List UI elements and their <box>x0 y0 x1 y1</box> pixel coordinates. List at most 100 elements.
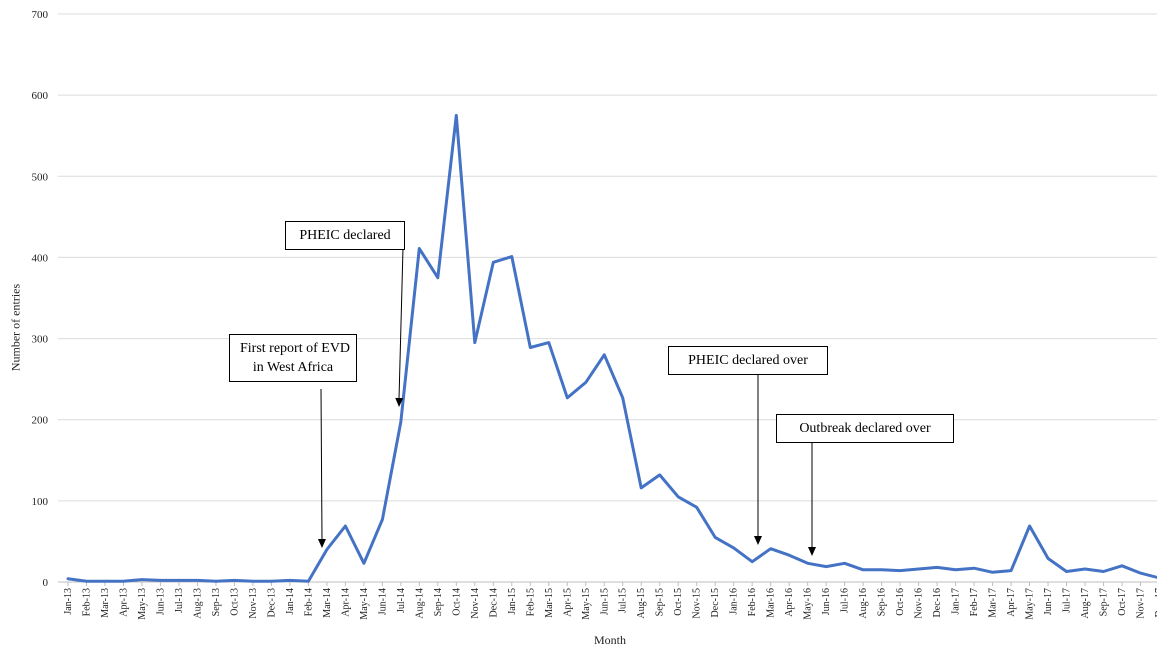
x-tick-label: May-17 <box>1025 588 1036 620</box>
data-point <box>621 396 624 399</box>
x-tick-label: Aug-15 <box>636 588 647 619</box>
annotation-first-report: First report of EVD in West Africa <box>229 334 357 382</box>
x-tick-label: Jul-13 <box>174 588 185 613</box>
annotation-arrow-head <box>754 536 762 545</box>
data-point <box>584 381 587 384</box>
data-point <box>122 580 125 583</box>
data-point <box>325 548 328 551</box>
x-tick-label: Jul-14 <box>396 588 407 613</box>
data-point <box>825 565 828 568</box>
x-tick-label: Mar-16 <box>766 588 777 618</box>
data-point <box>732 546 735 549</box>
data-point <box>751 560 754 563</box>
y-tick-label: 400 <box>32 252 49 264</box>
data-point <box>492 261 495 264</box>
y-tick-label: 100 <box>32 496 49 508</box>
data-point <box>140 578 143 581</box>
y-tick-label: 500 <box>32 171 49 183</box>
x-tick-label: Feb-14 <box>303 588 314 616</box>
data-point <box>1028 525 1031 528</box>
data-point <box>547 341 550 344</box>
data-point <box>973 567 976 570</box>
x-tick-label: Jan-13 <box>63 588 74 615</box>
y-tick-label: 700 <box>32 9 49 21</box>
data-point <box>177 579 180 582</box>
x-tick-label: Sep-16 <box>877 588 888 616</box>
x-tick-label: May-16 <box>803 588 814 620</box>
data-point <box>67 577 70 580</box>
x-axis-title: Month <box>560 633 660 648</box>
x-tick-label: Apr-16 <box>784 588 795 617</box>
data-point <box>603 353 606 356</box>
annotation-pheic-declared-line-1: PHEIC declared <box>296 226 394 245</box>
x-tick-label: Dec-15 <box>710 588 721 617</box>
data-point <box>566 396 569 399</box>
data-point <box>85 580 88 583</box>
data-point <box>455 114 458 117</box>
data-point <box>1102 570 1105 573</box>
x-tick-label: Jun-15 <box>599 588 610 615</box>
data-point <box>510 255 513 258</box>
annotation-first-report-line-2: in West Africa <box>240 358 346 377</box>
x-tick-label: Feb-15 <box>525 588 536 616</box>
y-axis-title: Number of entries <box>9 278 24 378</box>
data-point <box>399 421 402 424</box>
x-tick-label: Dec-16 <box>932 588 943 617</box>
x-tick-label: Feb-16 <box>747 588 758 616</box>
x-tick-label: Mar-17 <box>988 588 999 618</box>
x-tick-label: Apr-15 <box>562 588 573 617</box>
data-point <box>788 554 791 557</box>
x-tick-label: Aug-17 <box>1080 588 1091 619</box>
data-point <box>103 580 106 583</box>
data-point <box>251 580 254 583</box>
data-point <box>214 580 217 583</box>
x-tick-label: Jan-17 <box>951 588 962 615</box>
x-tick-label: Oct-17 <box>1117 588 1128 616</box>
x-tick-label: Jan-14 <box>285 588 296 615</box>
x-tick-label: Dec-13 <box>266 588 277 617</box>
data-point <box>307 580 310 583</box>
x-tick-label: Mar-15 <box>544 588 555 618</box>
annotation-outbreak-over: Outbreak declared over <box>776 414 954 443</box>
data-point <box>695 506 698 509</box>
x-tick-label: Nov-17 <box>1136 588 1147 619</box>
y-tick-label: 0 <box>43 577 49 589</box>
data-point <box>917 568 920 571</box>
x-tick-label: Jul-16 <box>840 588 851 613</box>
x-tick-label: Sep-17 <box>1099 588 1110 616</box>
data-point <box>954 568 957 571</box>
data-point <box>862 568 865 571</box>
annotation-outbreak-over-line-1: Outbreak declared over <box>787 419 943 438</box>
y-tick-label: 300 <box>32 334 49 346</box>
data-point <box>1047 557 1050 560</box>
y-tick-label: 200 <box>32 415 49 427</box>
gridlines <box>58 14 1157 582</box>
x-tick-label: Jan-16 <box>729 588 740 615</box>
x-tick-label: Jun-13 <box>155 588 166 615</box>
data-point <box>843 562 846 565</box>
x-tick-label: Jan-15 <box>507 588 518 615</box>
data-point <box>344 525 347 528</box>
x-tick-label: Apr-14 <box>340 588 351 617</box>
data-point <box>991 571 994 574</box>
x-tick-label: Aug-16 <box>858 588 869 619</box>
x-tick-label: Jun-17 <box>1043 588 1054 615</box>
x-tick-label: Feb-17 <box>969 588 980 616</box>
x-tick-label: Mar-14 <box>322 588 333 618</box>
data-point <box>436 276 439 279</box>
data-point <box>270 580 273 583</box>
x-tick-label: Jun-14 <box>377 588 388 615</box>
y-axis-ticks: 0 100 200 300 400 500 600 700 <box>32 9 49 589</box>
data-point <box>806 562 809 565</box>
x-tick-label: Oct-14 <box>451 588 462 616</box>
annotation-arrow-head <box>808 547 816 556</box>
x-tick-label: Jul-15 <box>618 588 629 613</box>
x-tick-label: Apr-13 <box>118 588 129 617</box>
y-tick-label: 600 <box>32 90 49 102</box>
x-tick-label: Feb-13 <box>81 588 92 616</box>
x-tick-label: Dec-14 <box>488 588 499 617</box>
x-tick-label: Nov-15 <box>692 588 703 619</box>
